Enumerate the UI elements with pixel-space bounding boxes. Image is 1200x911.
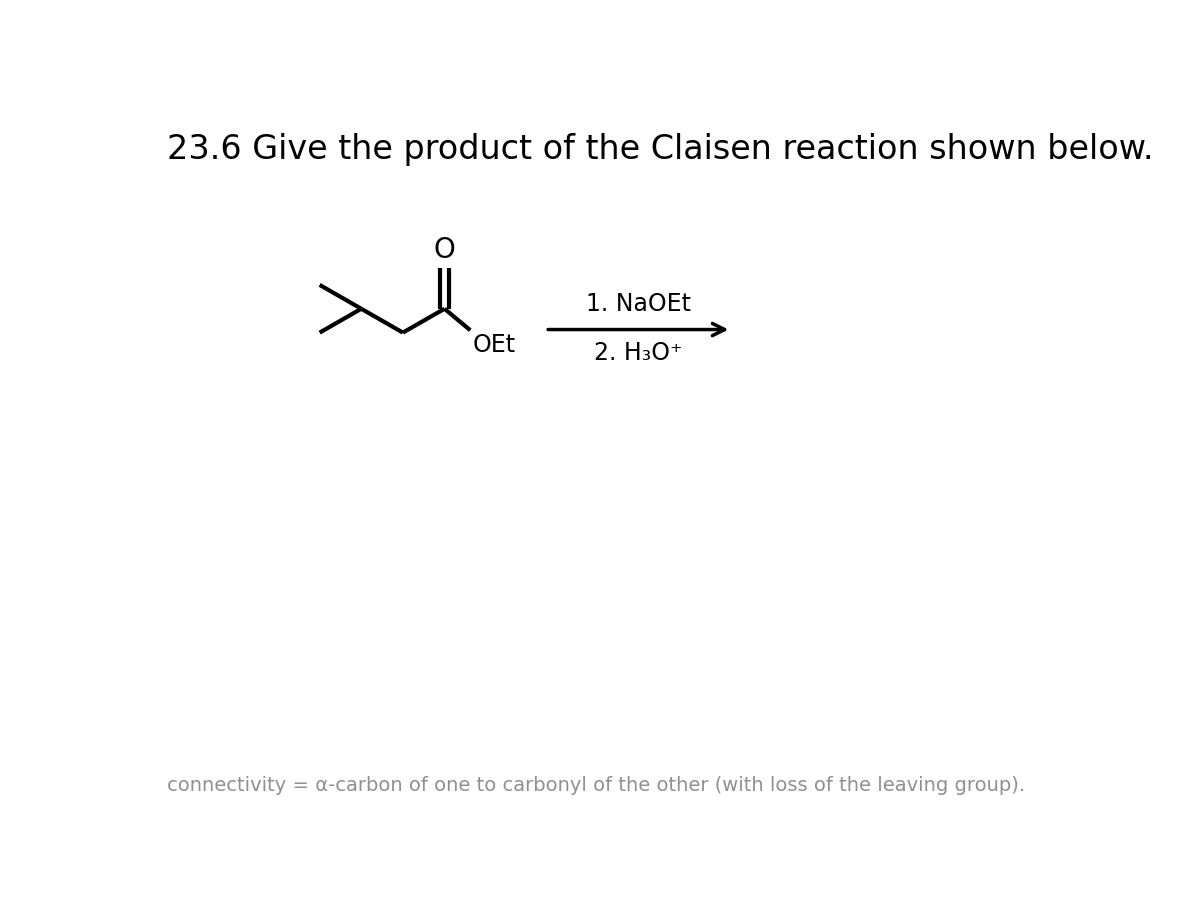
Text: OEt: OEt: [473, 333, 516, 357]
Text: 2. H₃O⁺: 2. H₃O⁺: [594, 341, 683, 365]
Text: 23.6 Give the product of the Claisen reaction shown below.: 23.6 Give the product of the Claisen rea…: [167, 133, 1153, 166]
Text: 1. NaOEt: 1. NaOEt: [586, 292, 691, 316]
Text: O: O: [433, 236, 455, 263]
Text: connectivity = α-carbon of one to carbonyl of the other (with loss of the leavin: connectivity = α-carbon of one to carbon…: [167, 776, 1025, 795]
